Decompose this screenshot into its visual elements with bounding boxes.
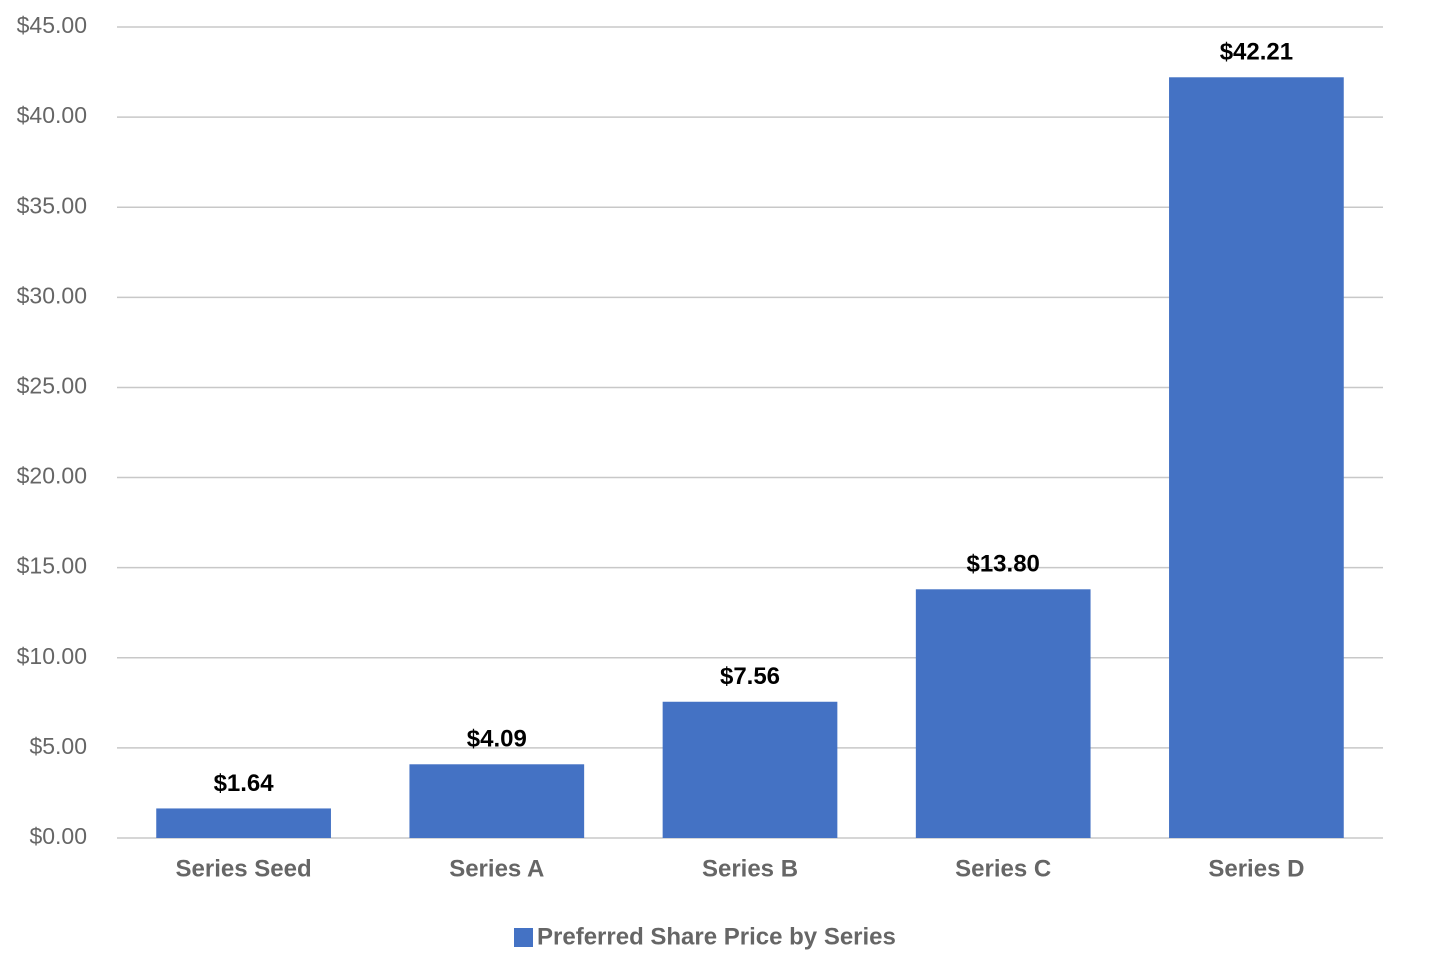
bar [662,701,838,838]
data-label: $4.09 [467,726,527,753]
data-label: $42.21 [1220,39,1293,66]
y-tick-label: $0.00 [29,823,87,849]
y-tick-label: $35.00 [17,192,87,218]
data-label: $7.56 [720,663,780,690]
y-tick-label: $45.00 [17,12,87,38]
y-tick-label: $30.00 [17,282,87,308]
x-tick-label: Series A [449,855,544,882]
bar [915,589,1091,838]
y-tick-label: $15.00 [17,553,87,579]
x-tick-label: Series C [955,855,1051,882]
y-tick-label: $40.00 [17,102,87,128]
x-tick-label: Series Seed [176,855,312,882]
x-tick-label: Series D [1208,855,1304,882]
bar [156,808,331,838]
bar [409,764,585,838]
data-label: $1.64 [214,770,275,797]
y-tick-label: $20.00 [17,463,87,489]
legend-swatch [514,928,533,947]
y-tick-label: $25.00 [17,373,87,399]
data-label: $13.80 [966,551,1039,578]
x-tick-label: Series B [702,855,798,882]
legend-label: Preferred Share Price by Series [537,923,896,950]
bar [1169,77,1344,839]
y-tick-label: $10.00 [17,643,87,669]
legend-item: Preferred Share Price by Series [514,923,896,950]
y-tick-label: $5.00 [29,733,87,759]
